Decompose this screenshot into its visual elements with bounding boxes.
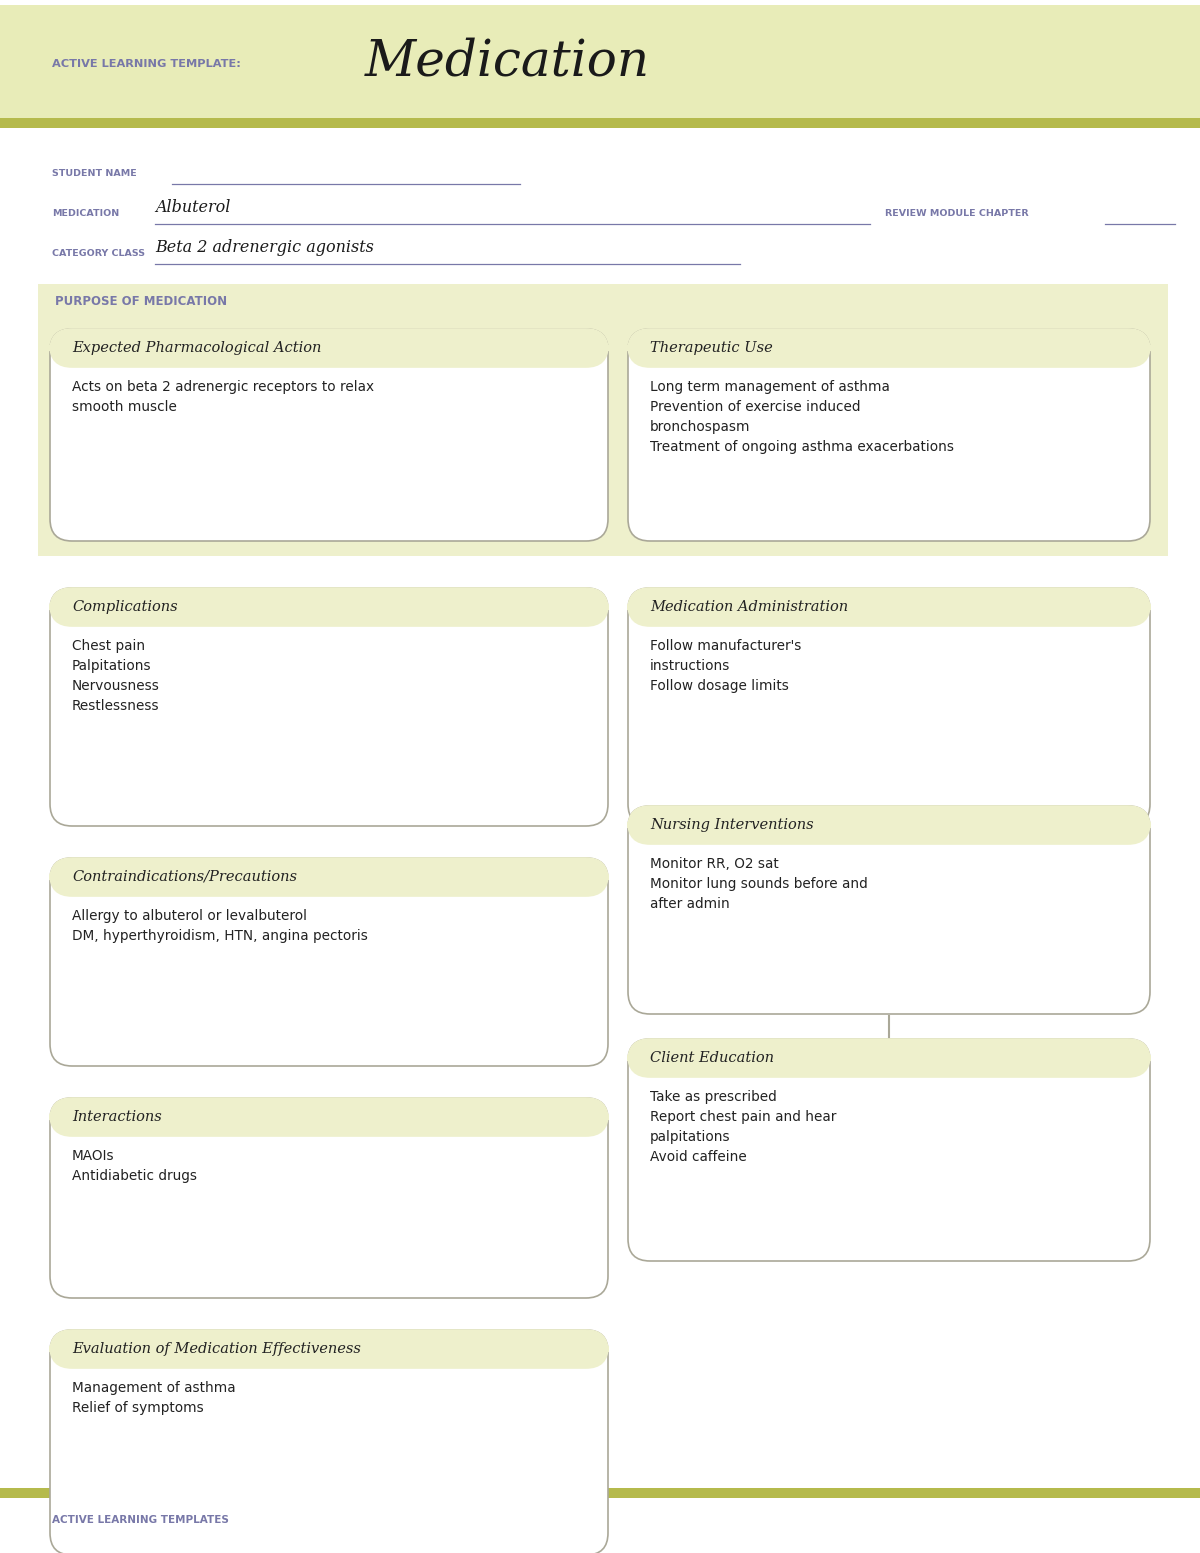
- Text: Beta 2 adrenergic agonists: Beta 2 adrenergic agonists: [155, 239, 374, 256]
- FancyBboxPatch shape: [50, 589, 608, 626]
- Text: Client Education: Client Education: [650, 1051, 774, 1065]
- Text: Monitor RR, O2 sat
Monitor lung sounds before and
after admin: Monitor RR, O2 sat Monitor lung sounds b…: [650, 857, 868, 912]
- Text: ACTIVE LEARNING TEMPLATES: ACTIVE LEARNING TEMPLATES: [52, 1516, 229, 1525]
- FancyBboxPatch shape: [628, 1039, 1150, 1076]
- Text: Evaluation of Medication Effectiveness: Evaluation of Medication Effectiveness: [72, 1342, 361, 1356]
- Text: Albuterol: Albuterol: [155, 199, 230, 216]
- Text: MAOIs
Antidiabetic drugs: MAOIs Antidiabetic drugs: [72, 1149, 197, 1183]
- Text: Medication Administration: Medication Administration: [650, 599, 848, 613]
- Text: Take as prescribed
Report chest pain and hear
palpitations
Avoid caffeine: Take as prescribed Report chest pain and…: [650, 1090, 836, 1165]
- Text: Chest pain
Palpitations
Nervousness
Restlessness: Chest pain Palpitations Nervousness Rest…: [72, 638, 160, 713]
- Text: Contraindications/Precautions: Contraindications/Precautions: [72, 870, 298, 884]
- Text: Management of asthma
Relief of symptoms: Management of asthma Relief of symptoms: [72, 1381, 235, 1415]
- FancyBboxPatch shape: [50, 329, 608, 367]
- Text: Nursing Interventions: Nursing Interventions: [650, 818, 814, 832]
- Text: Complications: Complications: [72, 599, 178, 613]
- Bar: [38, 284, 1168, 556]
- Text: Acts on beta 2 adrenergic receptors to relax
smooth muscle: Acts on beta 2 adrenergic receptors to r…: [72, 380, 374, 415]
- Bar: [0, 1488, 1200, 1499]
- FancyBboxPatch shape: [628, 589, 1150, 826]
- FancyBboxPatch shape: [50, 1329, 608, 1368]
- Bar: [0, 5, 1200, 118]
- Text: REVIEW MODULE CHAPTER: REVIEW MODULE CHAPTER: [886, 210, 1028, 219]
- FancyBboxPatch shape: [50, 1329, 608, 1553]
- Text: Follow manufacturer's
instructions
Follow dosage limits: Follow manufacturer's instructions Follo…: [650, 638, 802, 693]
- FancyBboxPatch shape: [50, 329, 608, 540]
- Bar: [0, 118, 1200, 127]
- Text: Long term management of asthma
Prevention of exercise induced
bronchospasm
Treat: Long term management of asthma Preventio…: [650, 380, 954, 453]
- Text: MEDICATION: MEDICATION: [52, 210, 119, 219]
- Text: Medication: Medication: [365, 37, 650, 87]
- FancyBboxPatch shape: [50, 1098, 608, 1298]
- Text: ACTIVE LEARNING TEMPLATE:: ACTIVE LEARNING TEMPLATE:: [52, 59, 241, 68]
- FancyBboxPatch shape: [50, 857, 608, 896]
- FancyBboxPatch shape: [50, 857, 608, 1065]
- FancyBboxPatch shape: [628, 329, 1150, 367]
- FancyBboxPatch shape: [50, 1098, 608, 1135]
- Text: CATEGORY CLASS: CATEGORY CLASS: [52, 250, 145, 258]
- Text: Therapeutic Use: Therapeutic Use: [650, 342, 773, 356]
- FancyBboxPatch shape: [628, 806, 1150, 1014]
- Text: PURPOSE OF MEDICATION: PURPOSE OF MEDICATION: [55, 295, 227, 309]
- FancyBboxPatch shape: [628, 589, 1150, 626]
- FancyBboxPatch shape: [628, 806, 1150, 843]
- Text: Allergy to albuterol or levalbuterol
DM, hyperthyroidism, HTN, angina pectoris: Allergy to albuterol or levalbuterol DM,…: [72, 909, 368, 943]
- Text: STUDENT NAME: STUDENT NAME: [52, 169, 137, 179]
- FancyBboxPatch shape: [628, 1039, 1150, 1261]
- Text: Expected Pharmacological Action: Expected Pharmacological Action: [72, 342, 322, 356]
- FancyBboxPatch shape: [628, 329, 1150, 540]
- FancyBboxPatch shape: [50, 589, 608, 826]
- Text: Interactions: Interactions: [72, 1110, 162, 1124]
